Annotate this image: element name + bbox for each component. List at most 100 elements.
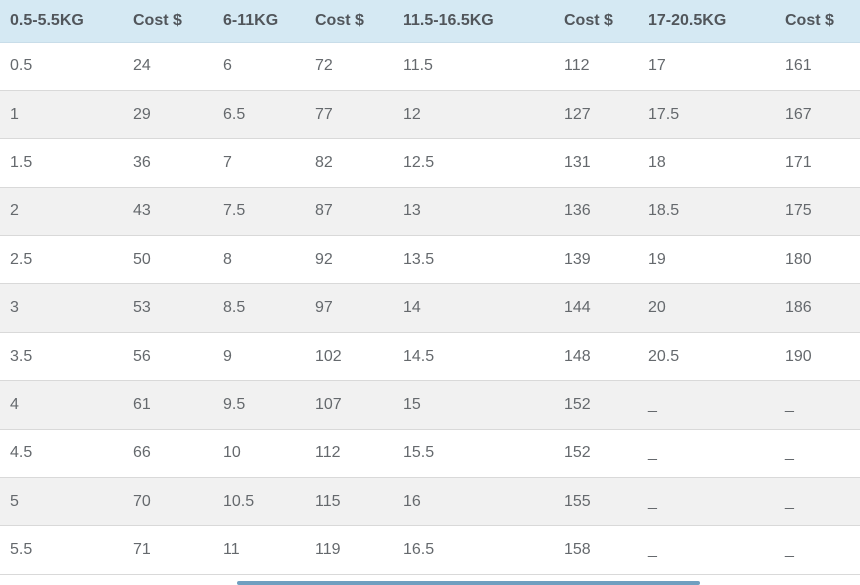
table-cell: 36 (123, 138, 213, 188)
table-cell: _ (638, 380, 775, 430)
table-row: 5.5 71 11 119 16.5 158 _ _ (0, 525, 860, 575)
table-cell: 127 (554, 90, 638, 140)
table-cell: 4.5 (0, 429, 123, 479)
table-cell: 158 (554, 525, 638, 575)
table-cell: 0.5 (0, 42, 123, 91)
column-header-weight-3: 11.5-16.5KG (393, 0, 554, 43)
table-cell: 6 (213, 42, 305, 91)
table-cell: 17.5 (638, 90, 775, 140)
table-cell: 29 (123, 90, 213, 140)
table-cell: 87 (305, 187, 393, 237)
table-cell: 161 (775, 42, 860, 91)
table-cell: 77 (305, 90, 393, 140)
column-header-cost-4: Cost $ (775, 0, 860, 43)
table-row: 2.5 50 8 92 13.5 139 19 180 (0, 235, 860, 285)
table-cell: 5.5 (0, 525, 123, 575)
table-cell: 9.5 (213, 380, 305, 430)
table-cell: 13 (393, 187, 554, 237)
table-cell: 190 (775, 332, 860, 382)
column-header-cost-2: Cost $ (305, 0, 393, 43)
table-cell: 10 (213, 429, 305, 479)
table-cell: 13.5 (393, 235, 554, 285)
table-cell: 15.5 (393, 429, 554, 479)
table-cell: 102 (305, 332, 393, 382)
table-cell: 152 (554, 429, 638, 479)
table-cell: 15 (393, 380, 554, 430)
table-cell: 7.5 (213, 187, 305, 237)
table-cell: 72 (305, 42, 393, 91)
table-cell: 10.5 (213, 477, 305, 527)
table-cell: 12.5 (393, 138, 554, 188)
table-cell: 7 (213, 138, 305, 188)
table-body: 0.5 24 6 72 11.5 112 17 161 1 29 6.5 77 12 127 17.5 167… (0, 42, 860, 575)
table-cell: 139 (554, 235, 638, 285)
table-cell: 70 (123, 477, 213, 527)
table-cell: 53 (123, 283, 213, 333)
table-row: 4 61 9.5 107 15 152 _ _ (0, 380, 860, 430)
table-cell: 14.5 (393, 332, 554, 382)
table-row: 3.5 56 9 102 14.5 148 20.5 190 (0, 332, 860, 382)
table-cell: _ (638, 477, 775, 527)
table-cell: 16 (393, 477, 554, 527)
table-cell: 12 (393, 90, 554, 140)
table-row: 2 43 7.5 87 13 136 18.5 175 (0, 187, 860, 237)
table-cell: 43 (123, 187, 213, 237)
table-cell: 152 (554, 380, 638, 430)
table-cell: 24 (123, 42, 213, 91)
table-cell: 8 (213, 235, 305, 285)
table-cell: 20 (638, 283, 775, 333)
table-cell: 175 (775, 187, 860, 237)
column-header-cost-1: Cost $ (123, 0, 213, 43)
column-header-cost-3: Cost $ (554, 0, 638, 43)
column-header-weight-4: 17-20.5KG (638, 0, 775, 43)
horizontal-scrollbar-thumb[interactable] (237, 581, 700, 585)
table-row: 1.5 36 7 82 12.5 131 18 171 (0, 138, 860, 188)
table-cell: 97 (305, 283, 393, 333)
table-cell: _ (775, 525, 860, 575)
table-cell: 3 (0, 283, 123, 333)
table-cell: _ (638, 429, 775, 479)
table-cell: 50 (123, 235, 213, 285)
table-cell: 66 (123, 429, 213, 479)
table-cell: 1.5 (0, 138, 123, 188)
table-cell: 180 (775, 235, 860, 285)
table-cell: 17 (638, 42, 775, 91)
table-cell: 61 (123, 380, 213, 430)
table-cell: 2.5 (0, 235, 123, 285)
table-row: 5 70 10.5 115 16 155 _ _ (0, 477, 860, 527)
header-row: 0.5-5.5KG Cost $ 6-11KG Cost $ 11.5-16.5… (0, 0, 860, 43)
table-cell: _ (775, 380, 860, 430)
table-cell: 14 (393, 283, 554, 333)
table-cell: 18 (638, 138, 775, 188)
table-cell: 167 (775, 90, 860, 140)
table-cell: _ (638, 525, 775, 575)
table-cell: 171 (775, 138, 860, 188)
table-cell: 155 (554, 477, 638, 527)
table-row: 3 53 8.5 97 14 144 20 186 (0, 283, 860, 333)
table-cell: 131 (554, 138, 638, 188)
table-cell: 112 (305, 429, 393, 479)
table-cell: 186 (775, 283, 860, 333)
table-cell: 19 (638, 235, 775, 285)
table-cell: 56 (123, 332, 213, 382)
table-cell: 92 (305, 235, 393, 285)
column-header-weight-2: 6-11KG (213, 0, 305, 43)
table-cell: 20.5 (638, 332, 775, 382)
table-cell: 11 (213, 525, 305, 575)
table-cell: _ (775, 429, 860, 479)
table-cell: 2 (0, 187, 123, 237)
table-cell: 9 (213, 332, 305, 382)
column-header-weight-1: 0.5-5.5KG (0, 0, 123, 43)
table-cell: 136 (554, 187, 638, 237)
table-cell: 4 (0, 380, 123, 430)
table-cell: _ (775, 477, 860, 527)
table-header: 0.5-5.5KG Cost $ 6-11KG Cost $ 11.5-16.5… (0, 0, 860, 43)
table-cell: 6.5 (213, 90, 305, 140)
table-cell: 3.5 (0, 332, 123, 382)
table-cell: 18.5 (638, 187, 775, 237)
table-cell: 16.5 (393, 525, 554, 575)
table-cell: 148 (554, 332, 638, 382)
table-cell: 112 (554, 42, 638, 91)
table-cell: 5 (0, 477, 123, 527)
